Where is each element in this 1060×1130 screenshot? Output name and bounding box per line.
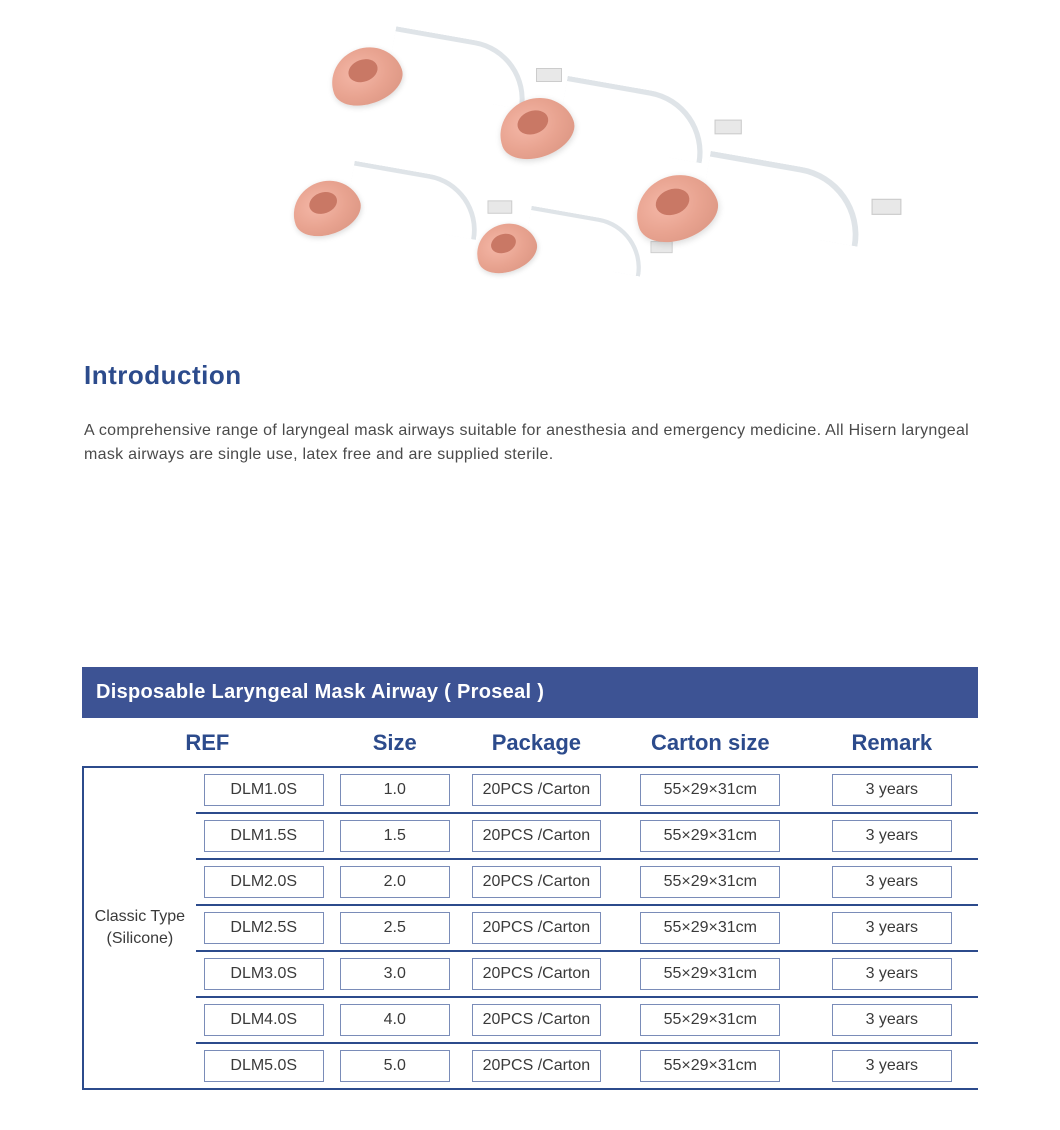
intro-heading: Introduction	[84, 360, 976, 391]
cell-size: 5.0	[332, 1043, 458, 1089]
cell-size: 1.5	[332, 813, 458, 859]
spec-table: REF Size Package Carton size Remark Clas…	[82, 718, 978, 1090]
cell-carton-size: 55×29×31cm	[615, 997, 806, 1043]
cell-carton-size-value: 55×29×31cm	[640, 1050, 780, 1082]
cell-ref-value: DLM5.0S	[204, 1050, 324, 1082]
cell-package: 20PCS /Carton	[458, 905, 615, 951]
cell-remark-value: 3 years	[832, 912, 952, 944]
cell-carton-size: 55×29×31cm	[615, 813, 806, 859]
product-image-area	[0, 0, 1060, 360]
cell-package: 20PCS /Carton	[458, 859, 615, 905]
cell-size-value: 2.0	[340, 866, 450, 898]
cell-ref: DLM5.0S	[196, 1043, 332, 1089]
cell-remark: 3 years	[806, 997, 978, 1043]
table-row: DLM1.5S 1.5 20PCS /Carton 55×29×31cm 3 years	[83, 813, 978, 859]
cell-ref: DLM4.0S	[196, 997, 332, 1043]
cell-ref: DLM2.0S	[196, 859, 332, 905]
cell-remark-value: 3 years	[832, 820, 952, 852]
cell-size-value: 4.0	[340, 1004, 450, 1036]
cell-ref-value: DLM3.0S	[204, 958, 324, 990]
type-label-line2: (Silicone)	[92, 928, 188, 950]
cell-ref-value: DLM2.0S	[204, 866, 324, 898]
cell-remark-value: 3 years	[832, 1004, 952, 1036]
table-header-row: REF Size Package Carton size Remark	[83, 718, 978, 767]
cell-carton-size-value: 55×29×31cm	[640, 912, 780, 944]
mask-item	[498, 99, 574, 158]
cell-package: 20PCS /Carton	[458, 951, 615, 997]
cell-carton-size-value: 55×29×31cm	[640, 774, 780, 806]
mask-item	[330, 48, 402, 104]
cell-size-value: 1.0	[340, 774, 450, 806]
cell-remark-value: 3 years	[832, 1050, 952, 1082]
cell-size: 2.5	[332, 905, 458, 951]
cell-remark-value: 3 years	[832, 774, 952, 806]
cell-package: 20PCS /Carton	[458, 767, 615, 813]
cell-remark-value: 3 years	[832, 866, 952, 898]
cell-carton-size-value: 55×29×31cm	[640, 1004, 780, 1036]
cell-carton-size-value: 55×29×31cm	[640, 958, 780, 990]
cell-package-value: 20PCS /Carton	[472, 820, 602, 852]
cell-ref: DLM1.0S	[196, 767, 332, 813]
cell-remark: 3 years	[806, 767, 978, 813]
cell-remark: 3 years	[806, 905, 978, 951]
th-ref: REF	[83, 718, 332, 767]
table-row: DLM2.0S 2.0 20PCS /Carton 55×29×31cm 3 years	[83, 859, 978, 905]
cell-ref: DLM1.5S	[196, 813, 332, 859]
cell-size-value: 5.0	[340, 1050, 450, 1082]
cell-carton-size: 55×29×31cm	[615, 859, 806, 905]
cell-carton-size-value: 55×29×31cm	[640, 820, 780, 852]
cell-ref-value: DLM1.5S	[204, 820, 324, 852]
th-size: Size	[332, 718, 458, 767]
table-title-bar: Disposable Laryngeal Mask Airway ( Prose…	[82, 667, 978, 718]
table-row: Classic Type(Silicone)DLM1.0S1.020PCS /C…	[83, 767, 978, 813]
cell-size: 3.0	[332, 951, 458, 997]
table-row: DLM5.0S 5.0 20PCS /Carton 55×29×31cm 3 years	[83, 1043, 978, 1089]
cell-carton-size: 55×29×31cm	[615, 905, 806, 951]
cell-remark: 3 years	[806, 1043, 978, 1089]
cell-size: 1.0	[332, 767, 458, 813]
cell-ref-value: DLM2.5S	[204, 912, 324, 944]
mask-item	[292, 181, 360, 234]
cell-package-value: 20PCS /Carton	[472, 1050, 602, 1082]
cell-package-value: 20PCS /Carton	[472, 774, 602, 806]
cell-ref: DLM3.0S	[196, 951, 332, 997]
intro-text: A comprehensive range of laryngeal mask …	[84, 419, 976, 467]
type-label-line1: Classic Type	[92, 906, 188, 928]
cell-remark: 3 years	[806, 859, 978, 905]
cell-carton-size: 55×29×31cm	[615, 951, 806, 997]
cell-ref: DLM2.5S	[196, 905, 332, 951]
cell-carton-size: 55×29×31cm	[615, 767, 806, 813]
cell-remark: 3 years	[806, 813, 978, 859]
th-remark: Remark	[806, 718, 978, 767]
cell-package: 20PCS /Carton	[458, 997, 615, 1043]
cell-size-value: 1.5	[340, 820, 450, 852]
table-row: DLM3.0S 3.0 20PCS /Carton 55×29×31cm 3 years	[83, 951, 978, 997]
cell-package-value: 20PCS /Carton	[472, 866, 602, 898]
cell-carton-size: 55×29×31cm	[615, 1043, 806, 1089]
th-carton: Carton size	[615, 718, 806, 767]
cell-package-value: 20PCS /Carton	[472, 912, 602, 944]
cell-ref-value: DLM4.0S	[204, 1004, 324, 1036]
mask-item	[635, 176, 718, 240]
cell-size-value: 3.0	[340, 958, 450, 990]
cell-package: 20PCS /Carton	[458, 1043, 615, 1089]
cell-size-value: 2.5	[340, 912, 450, 944]
mask-item	[475, 224, 536, 272]
cell-remark-value: 3 years	[832, 958, 952, 990]
mask-group	[210, 30, 850, 330]
th-package: Package	[458, 718, 615, 767]
cell-package-value: 20PCS /Carton	[472, 1004, 602, 1036]
type-cell: Classic Type(Silicone)	[83, 767, 196, 1089]
cell-remark: 3 years	[806, 951, 978, 997]
cell-ref-value: DLM1.0S	[204, 774, 324, 806]
cell-size: 2.0	[332, 859, 458, 905]
cell-package: 20PCS /Carton	[458, 813, 615, 859]
cell-carton-size-value: 55×29×31cm	[640, 866, 780, 898]
cell-package-value: 20PCS /Carton	[472, 958, 602, 990]
table-row: DLM2.5S 2.5 20PCS /Carton 55×29×31cm 3 years	[83, 905, 978, 951]
cell-size: 4.0	[332, 997, 458, 1043]
table-row: DLM4.0S 4.0 20PCS /Carton 55×29×31cm 3 years	[83, 997, 978, 1043]
